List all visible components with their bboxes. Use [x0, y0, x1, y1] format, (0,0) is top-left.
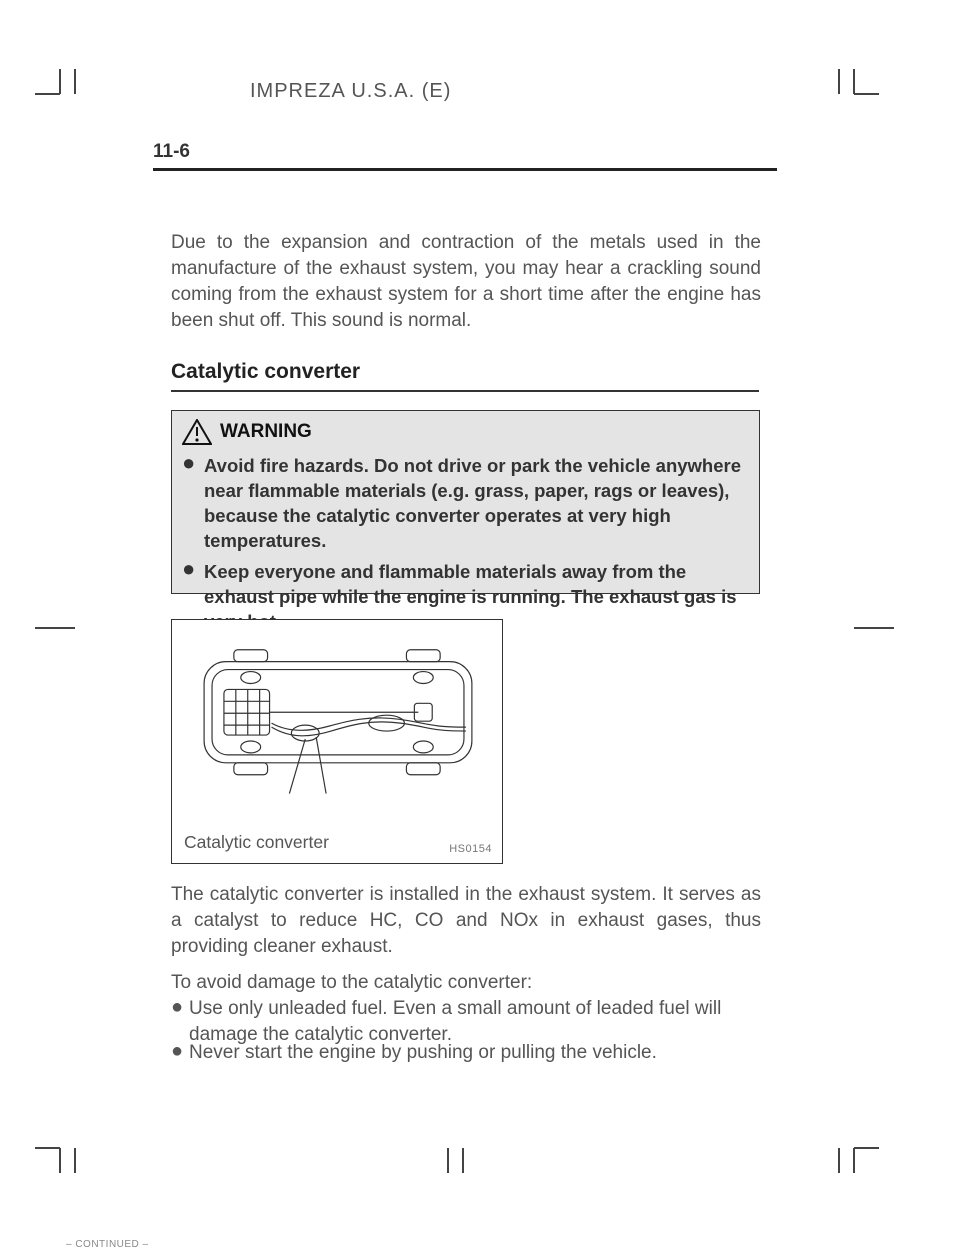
figure-catalytic-converter: Catalytic converter HS0154 — [171, 619, 503, 864]
crop-mark — [74, 1148, 76, 1173]
page-number: 11-6 — [153, 141, 190, 163]
chapter-rule — [153, 168, 777, 171]
warning-item: ● Avoid fire hazards. Do not drive or pa… — [182, 453, 748, 553]
crop-mark — [59, 69, 61, 94]
description-paragraph: The catalytic converter is installed in … — [171, 882, 761, 960]
crop-mark — [35, 93, 60, 95]
crop-mark — [35, 1147, 60, 1149]
crop-mark — [854, 627, 894, 629]
crop-mark — [853, 1148, 855, 1173]
crop-mark — [854, 1147, 879, 1149]
bullet-icon: ● — [182, 453, 204, 553]
crop-mark — [854, 93, 879, 95]
crop-mark — [462, 1148, 464, 1173]
crop-mark — [59, 1148, 61, 1173]
figure-code: HS0154 — [449, 843, 492, 855]
warning-item-text: Avoid fire hazards. Do not drive or park… — [204, 453, 748, 553]
list-item: ● Never start the engine by pushing or p… — [171, 1040, 761, 1066]
warning-list: ● Avoid fire hazards. Do not drive or pa… — [182, 453, 748, 640]
crop-mark — [447, 1148, 449, 1173]
page: IMPREZA U.S.A. (E) 11-6 Due to the expan… — [0, 0, 954, 1260]
section-title: Catalytic converter — [171, 360, 360, 384]
crop-mark — [35, 627, 75, 629]
list-item-text: Never start the engine by pushing or pul… — [189, 1040, 761, 1066]
crop-mark — [838, 1148, 840, 1173]
warning-icon — [182, 419, 212, 450]
section-rule — [171, 390, 759, 392]
warning-heading: WARNING — [220, 421, 312, 443]
bullet-icon: ● — [171, 1040, 189, 1066]
intro-paragraph: Due to the expansion and contraction of … — [171, 230, 761, 334]
avoid-block: To avoid damage to the catalytic convert… — [171, 970, 761, 1048]
crop-mark — [74, 69, 76, 94]
crop-mark — [853, 69, 855, 94]
vehicle-underside-diagram — [172, 620, 502, 863]
avoid-intro: To avoid damage to the catalytic convert… — [171, 970, 761, 996]
sheet-label: – CONTINUED – — [66, 1239, 149, 1250]
figure-caption: Catalytic converter — [184, 832, 329, 853]
crop-mark — [838, 69, 840, 94]
warning-box: WARNING ● Avoid fire hazards. Do not dri… — [171, 410, 760, 594]
running-header: IMPREZA U.S.A. (E) — [250, 80, 451, 103]
